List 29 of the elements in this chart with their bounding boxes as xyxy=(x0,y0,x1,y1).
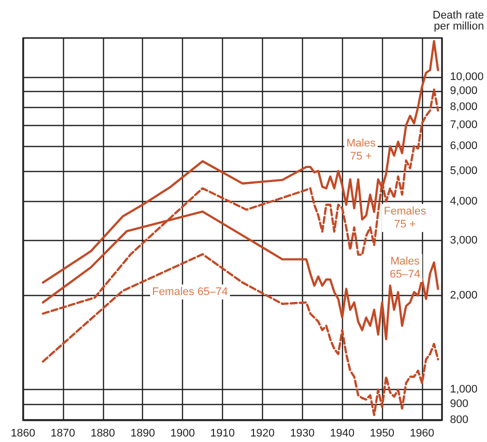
y-axis-title: Death rate per million xyxy=(432,10,484,32)
y-tick-label: 1,000 xyxy=(450,384,478,396)
x-tick-label: 1890 xyxy=(130,428,155,440)
y-tick-label: 7,000 xyxy=(450,119,478,132)
x-tick-label: 1870 xyxy=(50,428,76,440)
y-tick-label: 8,000 xyxy=(450,101,478,114)
line-series xyxy=(42,253,440,416)
x-tick-label: 1860 xyxy=(10,428,36,440)
x-tick-label: 1960 xyxy=(410,428,434,440)
y-tick-label: 800 xyxy=(450,414,468,426)
annotation: Males 65–74 xyxy=(390,256,420,280)
y-tick-label: 6,000 xyxy=(450,140,478,152)
y-tick-label: 3,000 xyxy=(450,234,478,246)
y-tick-label: 900 xyxy=(450,398,468,410)
x-tick-label: 1940 xyxy=(330,428,354,440)
x-tick-label: 1920 xyxy=(250,428,275,440)
x-tick-label: 1900 xyxy=(170,428,195,440)
y-tick-label: 5,000 xyxy=(450,164,478,177)
x-tick-label: 1880 xyxy=(90,428,116,440)
x-tick-label: 1930 xyxy=(290,428,315,440)
y-tick-label: 9,000 xyxy=(450,85,478,98)
x-tick-label: 1950 xyxy=(370,428,394,440)
annotation: Females 75 + xyxy=(384,206,427,230)
annotation: Females 65–74 xyxy=(152,286,228,298)
annotation: Males 75 + xyxy=(346,138,376,162)
y-tick-label: 4,000 xyxy=(450,195,478,208)
x-tick-label: 1910 xyxy=(210,428,235,440)
y-tick-label: 10,000 xyxy=(450,70,484,83)
y-tick-label: 2,000 xyxy=(450,289,478,302)
